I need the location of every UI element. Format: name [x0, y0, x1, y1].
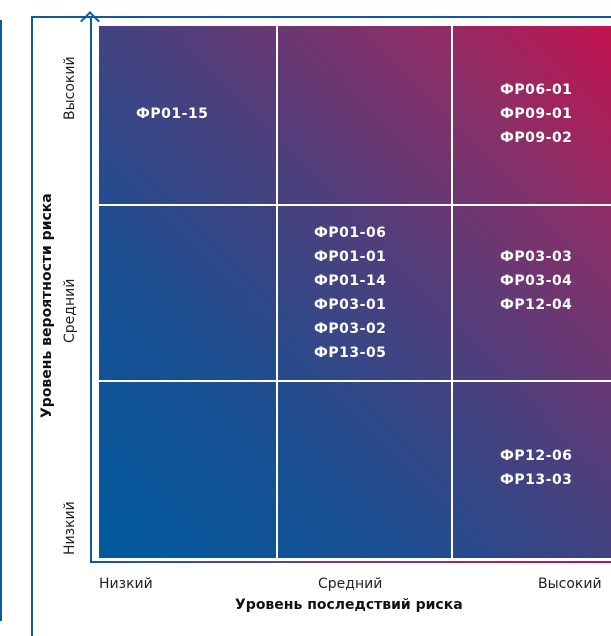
y-axis-line [90, 16, 92, 563]
risk-code: ФР01-06 [314, 225, 387, 241]
risk-code: ФР09-02 [500, 130, 573, 146]
y-level-high: Высокий [62, 56, 78, 120]
risk-code: ФР01-15 [136, 106, 209, 122]
y-level-low: Низкий [62, 501, 78, 555]
cell-high-probability-low-consequence: ФР01-15 [136, 102, 208, 126]
diagram-frame [31, 16, 611, 636]
cell-mid-probability-high-consequence: ФР03-03 ФР03-04 ФР12-04 [500, 245, 572, 317]
risk-code: ФР01-14 [314, 273, 387, 289]
cell-low-probability-high-consequence: ФР12-06 ФР13-03 [500, 444, 572, 492]
y-level-mid: Средний [62, 278, 78, 343]
risk-code: ФР09-01 [500, 106, 573, 122]
risk-code: ФР03-03 [500, 249, 573, 265]
cell-mid-probability-mid-consequence: ФР01-06 ФР01-01 ФР01-14 ФР03-01 ФР03-02 … [314, 221, 386, 365]
risk-code: ФР12-04 [500, 297, 573, 313]
y-axis-title: Уровень вероятности риска [39, 193, 55, 418]
grid-hline-1 [99, 204, 611, 206]
risk-code: ФР06-01 [500, 82, 573, 98]
grid-vline-1 [276, 26, 278, 558]
grid-vline-2 [451, 26, 453, 558]
risk-code: ФР12-06 [500, 448, 573, 464]
x-level-high: Высокий [538, 576, 602, 592]
risk-code: ФР01-01 [314, 249, 387, 265]
left-edge-line [0, 20, 2, 621]
x-level-low: Низкий [99, 576, 153, 592]
risk-matrix: ФР01-15 ФР06-01 ФР09-01 ФР09-02 ФР01-06 … [99, 26, 611, 558]
x-axis-line [92, 561, 611, 563]
grid-hline-2 [99, 380, 611, 382]
risk-code: ФР13-05 [314, 345, 387, 361]
risk-code: ФР03-01 [314, 297, 387, 313]
risk-code: ФР03-04 [500, 273, 573, 289]
risk-code: ФР03-02 [314, 321, 387, 337]
cell-high-probability-high-consequence: ФР06-01 ФР09-01 ФР09-02 [500, 78, 572, 150]
x-axis-title: Уровень последствий риска [235, 597, 463, 613]
x-level-mid: Средний [318, 576, 383, 592]
risk-code: ФР13-03 [500, 472, 573, 488]
